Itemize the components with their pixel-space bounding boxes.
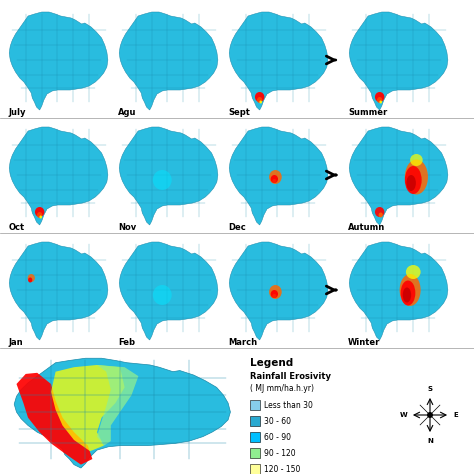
Text: Feb: Feb [118, 338, 135, 347]
Polygon shape [9, 242, 108, 340]
Ellipse shape [403, 288, 411, 302]
Text: 120 - 150: 120 - 150 [264, 465, 301, 474]
Text: S: S [428, 386, 432, 392]
Ellipse shape [405, 159, 428, 194]
Circle shape [427, 412, 433, 418]
Ellipse shape [271, 175, 278, 183]
Polygon shape [349, 242, 448, 340]
Text: Dec: Dec [228, 223, 246, 232]
Text: Winter: Winter [348, 338, 381, 347]
Ellipse shape [400, 274, 420, 306]
Polygon shape [349, 127, 448, 225]
Ellipse shape [271, 290, 278, 298]
Text: ( MJ mm/ha.h.yr): ( MJ mm/ha.h.yr) [250, 384, 314, 393]
Ellipse shape [401, 281, 415, 306]
Polygon shape [51, 365, 125, 451]
Ellipse shape [379, 100, 382, 103]
Polygon shape [17, 373, 92, 465]
Bar [250, 448, 260, 458]
Text: Summer: Summer [348, 108, 387, 117]
Polygon shape [119, 12, 218, 110]
Text: Oct: Oct [8, 223, 24, 232]
Polygon shape [9, 127, 108, 225]
Ellipse shape [153, 285, 172, 305]
Bar [250, 432, 260, 442]
Text: March: March [228, 338, 257, 347]
Ellipse shape [28, 277, 32, 283]
Text: Legend: Legend [250, 358, 293, 368]
Ellipse shape [375, 92, 384, 102]
Ellipse shape [39, 216, 42, 219]
Ellipse shape [405, 166, 422, 194]
Ellipse shape [375, 207, 384, 217]
Ellipse shape [153, 170, 172, 190]
Text: Agu: Agu [118, 108, 137, 117]
Text: Jan: Jan [8, 338, 23, 347]
Ellipse shape [272, 294, 276, 298]
Bar [250, 416, 260, 426]
Ellipse shape [406, 265, 420, 279]
Text: 30 - 60: 30 - 60 [264, 417, 291, 426]
Polygon shape [229, 127, 328, 225]
Bar [250, 400, 260, 410]
Polygon shape [349, 12, 448, 110]
Text: W: W [400, 412, 408, 418]
Text: Nov: Nov [118, 223, 137, 232]
Ellipse shape [35, 207, 45, 217]
Text: Sept: Sept [228, 108, 250, 117]
Polygon shape [229, 242, 328, 340]
Ellipse shape [379, 212, 383, 218]
Text: 90 - 120: 90 - 120 [264, 448, 296, 457]
Ellipse shape [27, 274, 35, 282]
Text: Less than 30: Less than 30 [264, 401, 313, 410]
Polygon shape [229, 12, 328, 110]
Ellipse shape [37, 212, 42, 218]
Ellipse shape [410, 154, 423, 166]
Ellipse shape [257, 97, 262, 103]
Ellipse shape [269, 170, 282, 184]
Ellipse shape [255, 92, 264, 102]
Text: July: July [8, 108, 26, 117]
Text: Autumn: Autumn [348, 223, 385, 232]
Polygon shape [119, 242, 218, 340]
Polygon shape [14, 358, 230, 468]
Ellipse shape [272, 179, 276, 183]
Ellipse shape [377, 97, 382, 103]
Bar [250, 464, 260, 474]
Polygon shape [119, 127, 218, 225]
Text: 60 - 90: 60 - 90 [264, 432, 291, 441]
Text: N: N [427, 438, 433, 444]
Ellipse shape [269, 285, 282, 299]
Ellipse shape [406, 175, 416, 191]
Text: E: E [454, 412, 458, 418]
Text: Rainfall Erosivity: Rainfall Erosivity [250, 372, 331, 381]
Ellipse shape [259, 100, 262, 103]
Polygon shape [97, 365, 138, 446]
Polygon shape [9, 12, 108, 110]
